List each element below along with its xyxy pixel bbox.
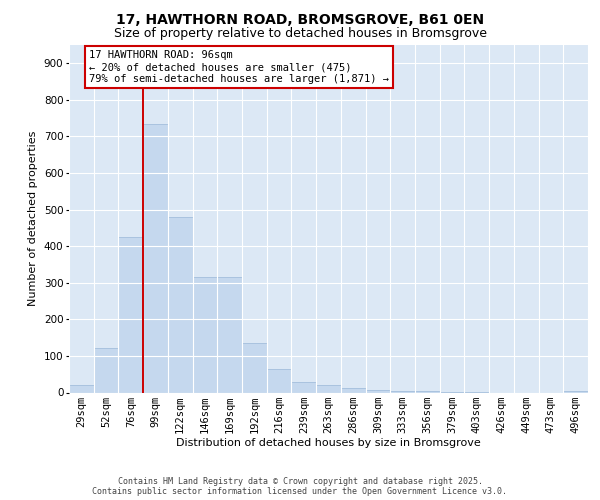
Bar xyxy=(390,390,415,392)
Bar xyxy=(365,390,390,392)
Text: Contains HM Land Registry data © Crown copyright and database right 2025.
Contai: Contains HM Land Registry data © Crown c… xyxy=(92,476,508,496)
Text: 17, HAWTHORN ROAD, BROMSGROVE, B61 0EN: 17, HAWTHORN ROAD, BROMSGROVE, B61 0EN xyxy=(116,12,484,26)
X-axis label: Distribution of detached houses by size in Bromsgrove: Distribution of detached houses by size … xyxy=(176,438,481,448)
Text: 17 HAWTHORN ROAD: 96sqm
← 20% of detached houses are smaller (475)
79% of semi-d: 17 HAWTHORN ROAD: 96sqm ← 20% of detache… xyxy=(89,50,389,84)
Bar xyxy=(217,278,242,392)
Bar xyxy=(193,278,217,392)
Bar xyxy=(341,388,365,392)
Bar xyxy=(292,382,316,392)
Bar xyxy=(168,217,193,392)
Bar xyxy=(94,348,118,393)
Bar xyxy=(118,237,143,392)
Bar xyxy=(316,385,341,392)
Text: Size of property relative to detached houses in Bromsgrove: Size of property relative to detached ho… xyxy=(113,28,487,40)
Bar xyxy=(143,124,168,392)
Bar xyxy=(69,385,94,392)
Y-axis label: Number of detached properties: Number of detached properties xyxy=(28,131,38,306)
Bar xyxy=(267,368,292,392)
Bar xyxy=(242,343,267,392)
